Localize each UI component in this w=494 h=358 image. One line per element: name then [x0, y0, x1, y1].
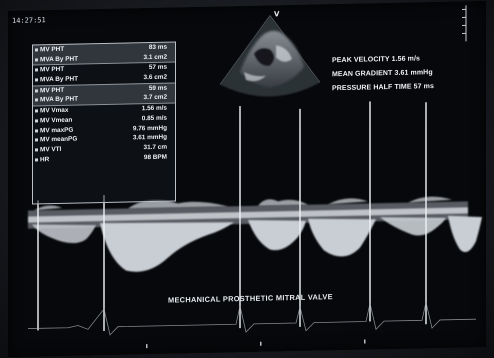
doppler-summary: PEAK VELOCITY 1.56 m/s MEAN GRADIENT 3.6…: [332, 51, 486, 96]
measurement-value: 59 ms: [148, 84, 167, 92]
measurement-value: 57 ms: [148, 64, 167, 72]
clock-timestamp: 14:27:51: [12, 16, 46, 25]
bullet-icon: [35, 48, 38, 52]
measurement-row: HR 98 BPM: [33, 152, 175, 165]
depth-scale: [462, 5, 467, 42]
time-axis: [146, 339, 366, 349]
ecg-trace: [28, 302, 476, 336]
bullet-icon: [35, 78, 38, 82]
measurement-value: 0.85 m/s: [141, 114, 167, 123]
measurement-label: MV PHT: [40, 66, 65, 74]
measurement-label: HR: [40, 155, 50, 163]
valve-click-artifacts: [37, 101, 427, 332]
measurement-label: MV PHT: [40, 45, 65, 54]
measurement-value: 98 BPM: [143, 153, 167, 161]
measurement-value: 3.1 cm2: [143, 53, 167, 61]
measurement-value: 1.56 m/s: [141, 104, 167, 113]
measurement-value: 31.7 cm: [143, 143, 167, 152]
bullet-icon: [35, 119, 38, 123]
spectral-baseline: [28, 201, 468, 229]
bullet-icon: [35, 89, 38, 93]
measurement-label: MV VTI: [40, 145, 62, 154]
bullet-icon: [35, 58, 38, 62]
sector-image: [219, 15, 321, 97]
measurement-value: 3.6 cm2: [143, 73, 167, 82]
measurement-value: 3.7 cm2: [143, 94, 167, 102]
probe-orientation-marker: V: [274, 10, 280, 19]
echo-display: 14:27:51 V MV PHT 83 ms MVA By PHT 3.1 cm2 M…: [8, 0, 486, 358]
measurement-panel: MV PHT 83 ms MVA By PHT 3.1 cm2 MV PHT 57 ms M…: [32, 41, 176, 205]
bullet-icon: [35, 109, 38, 113]
measurement-label: MV Vmax: [40, 106, 69, 115]
bullet-icon: [35, 68, 38, 72]
bullet-icon: [35, 128, 38, 132]
measurement-label: MV PHT: [40, 86, 65, 95]
bullet-icon: [35, 157, 38, 162]
doppler-spectrum: [28, 5, 482, 349]
measurement-value: 83 ms: [148, 43, 167, 52]
bullet-icon: [35, 148, 38, 152]
doppler-envelopes: [32, 215, 482, 272]
bullet-icon: [35, 138, 38, 142]
bullet-icon: [35, 98, 38, 102]
